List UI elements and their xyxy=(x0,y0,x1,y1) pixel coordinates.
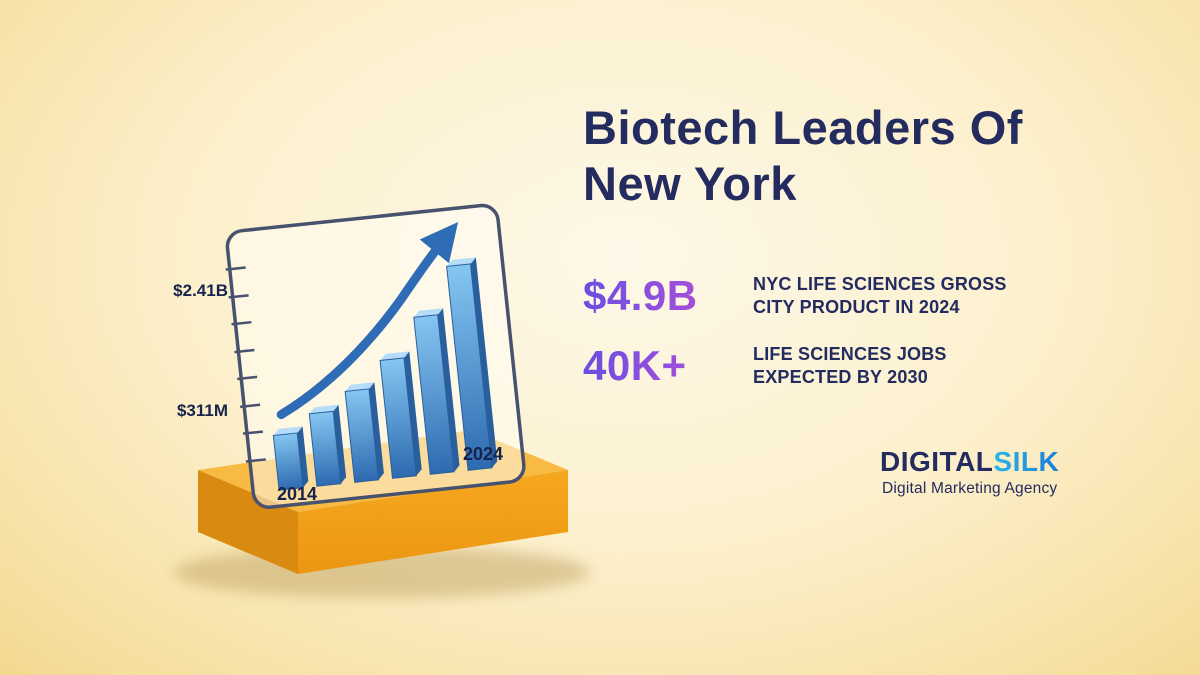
growth-chart-svg: $2.41B $311M 2014 2024 xyxy=(173,203,590,598)
stat-label-gcp-line2: CITY PRODUCT IN 2024 xyxy=(753,297,960,317)
digital-silk-logo: DIGITALSILK xyxy=(880,446,1059,478)
stat-label-gcp-line1: NYC LIFE SCIENCES GROSS xyxy=(753,273,1007,294)
x-axis-label-end: 2024 xyxy=(463,444,503,464)
bar-2014 xyxy=(297,426,309,488)
bar-2022 xyxy=(437,308,460,472)
logo-digital-text: DIGITAL xyxy=(880,446,994,477)
stat-gross-city-product: $4.9B NYC LIFE SCIENCES GROSS CITY PRODU… xyxy=(583,272,1143,320)
logo-silk-text: SILK xyxy=(993,446,1060,477)
bar-2024 xyxy=(446,257,476,267)
stats-list: $4.9B NYC LIFE SCIENCES GROSS CITY PRODU… xyxy=(583,272,1143,412)
stat-label-gcp: NYC LIFE SCIENCES GROSS CITY PRODUCT IN … xyxy=(753,273,1007,320)
bar-2024 xyxy=(470,257,498,468)
stat-jobs: 40K+ LIFE SCIENCES JOBS EXPECTED BY 2030 xyxy=(583,342,1143,390)
page-title-line2: New York xyxy=(583,157,797,211)
stat-label-jobs-line2: EXPECTED BY 2030 xyxy=(753,367,928,387)
page-title-line1: Biotech Leaders Of xyxy=(583,101,1023,154)
stat-value-jobs: 40K+ xyxy=(583,342,735,390)
bar-2018 xyxy=(345,382,375,392)
bar-2020 xyxy=(380,351,410,361)
bar-2016 xyxy=(333,404,347,484)
chart-panel xyxy=(225,203,526,510)
bar-2016 xyxy=(309,404,339,414)
x-axis-label-start: 2014 xyxy=(277,484,317,504)
bar-2024 xyxy=(446,263,493,471)
bar-2018 xyxy=(369,382,384,480)
bar-series xyxy=(272,257,498,491)
bar-2014 xyxy=(272,432,304,491)
y-axis-ticks xyxy=(225,266,266,463)
bar-2020 xyxy=(379,357,417,479)
logo-tagline: Digital Marketing Agency xyxy=(882,480,1058,497)
bar-2020 xyxy=(403,351,422,476)
page-title: Biotech Leaders Of New York xyxy=(583,100,1143,213)
y-axis-label-top: $2.41B xyxy=(173,281,228,300)
growth-chart-illustration: $2.41B $311M 2014 2024 xyxy=(130,160,600,630)
stat-label-jobs: LIFE SCIENCES JOBS EXPECTED BY 2030 xyxy=(753,343,947,390)
bar-2016 xyxy=(308,410,342,487)
bar-2018 xyxy=(344,388,380,483)
stat-value-gcp: $4.9B xyxy=(583,272,735,320)
stat-label-jobs-line1: LIFE SCIENCES JOBS xyxy=(753,343,947,364)
bar-2014 xyxy=(273,426,303,436)
bar-2022 xyxy=(413,308,443,318)
growth-arrow-icon xyxy=(276,222,459,420)
y-axis-label-bottom: $311M xyxy=(177,401,228,420)
bar-2022 xyxy=(413,314,455,475)
